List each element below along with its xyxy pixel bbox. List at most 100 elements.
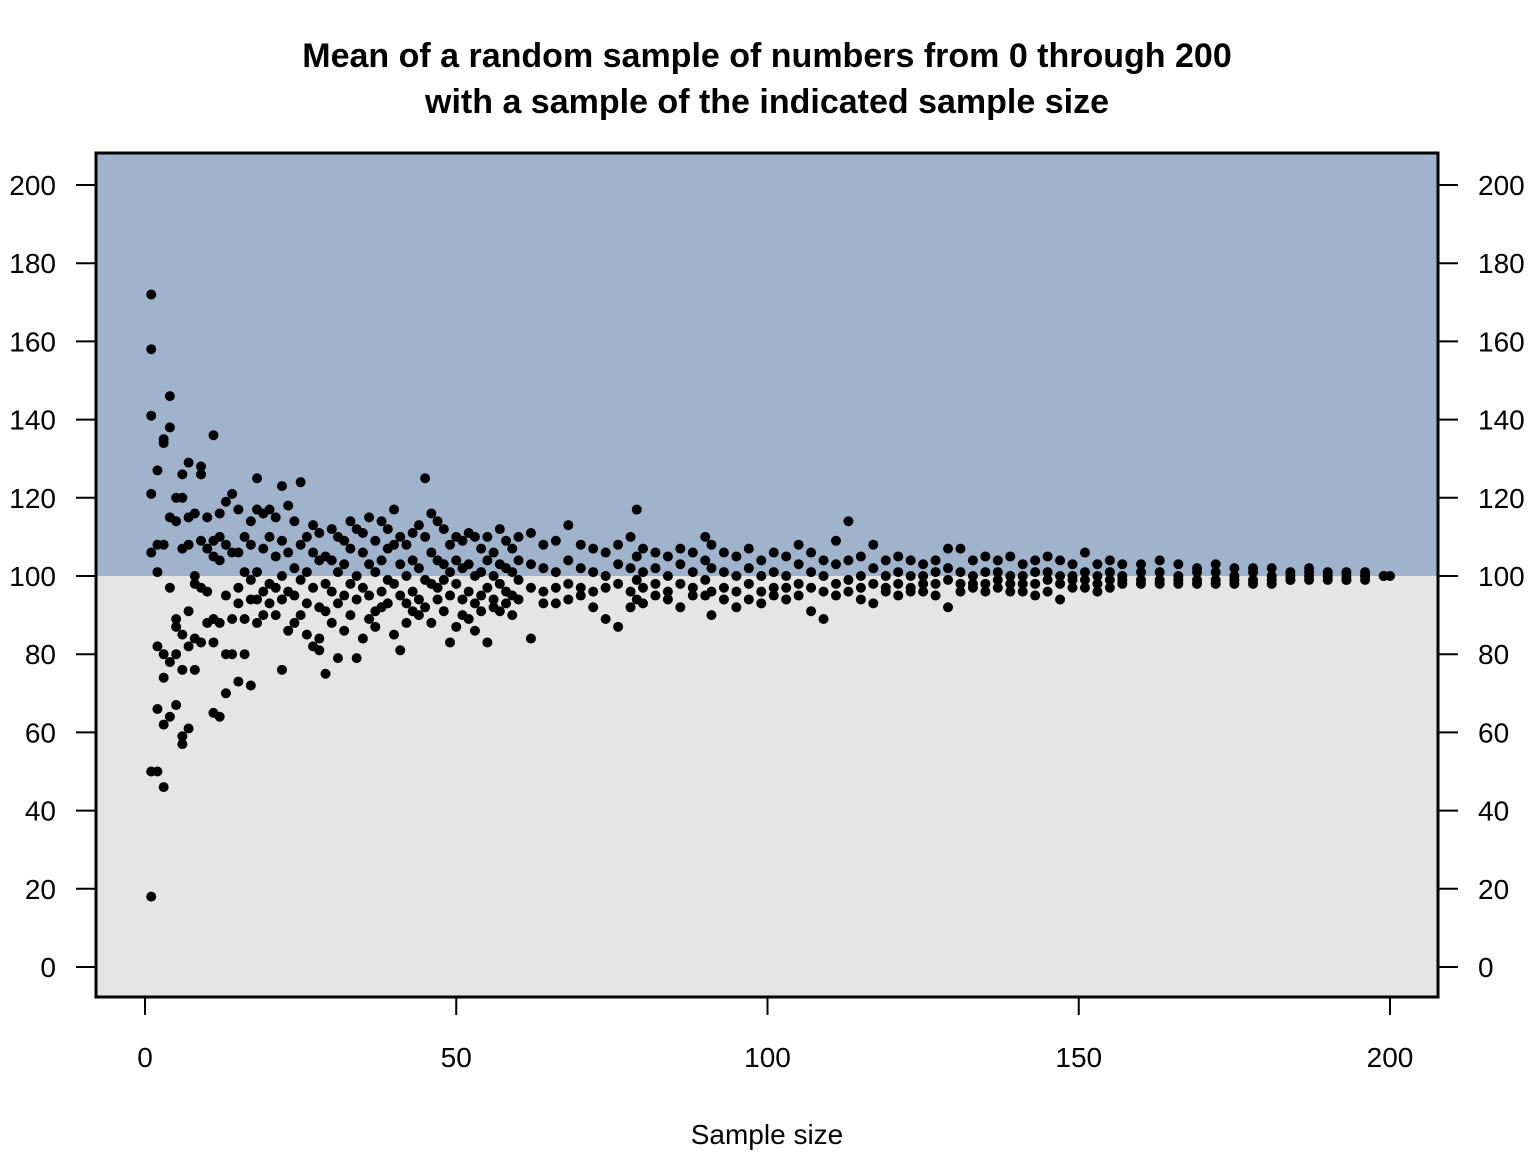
data-point [146,410,157,421]
data-point [631,504,642,515]
x-tick-label: 0 [137,1042,153,1073]
data-point [525,582,536,593]
data-point [258,610,269,621]
data-point [1341,574,1352,585]
y-tick-label-left: 140 [9,405,56,436]
data-point [376,516,387,527]
y-tick-label-right: 200 [1478,170,1525,201]
data-point [1210,567,1221,578]
data-point [276,571,287,581]
data-point [164,582,175,593]
data-point [245,680,256,691]
data-point [955,578,966,589]
data-point [276,594,287,605]
data-point [1030,578,1041,589]
data-point [345,516,356,527]
data-point [855,551,866,562]
data-point [943,563,954,574]
data-point [420,473,431,484]
data-point [252,567,263,578]
data-point [189,664,200,675]
data-point [538,598,549,609]
data-point [631,574,642,585]
data-point [227,614,238,625]
data-point [1266,563,1277,574]
data-point [332,567,343,578]
data-point [308,582,319,593]
data-point [177,731,188,742]
data-point [843,516,854,527]
data-point [332,598,343,609]
data-point [395,559,406,570]
data-point [638,582,648,593]
data-point [1385,571,1395,581]
data-point [289,617,300,628]
data-point [1173,578,1184,589]
data-point [214,555,225,566]
data-point [289,590,300,601]
data-point [164,422,175,433]
data-point [301,567,312,578]
y-tick-label-left: 0 [40,952,56,983]
data-point [345,543,356,554]
data-point [214,531,225,542]
data-point [1173,559,1184,570]
data-point [326,617,337,628]
data-point [731,602,742,613]
data-point [868,563,879,574]
data-point [1104,582,1115,593]
data-point [177,739,188,750]
data-point [158,649,169,660]
data-point [339,535,350,546]
data-point [351,594,362,605]
data-point [943,602,954,613]
data-point [513,531,524,542]
data-point [687,590,698,601]
data-point [613,578,624,589]
data-point [395,645,406,656]
data-point [146,289,157,300]
data-point [687,567,698,578]
chart-title-line2: with a sample of the indicated sample si… [424,83,1109,121]
data-point [930,555,941,566]
data-point [1030,590,1041,601]
y-tick-label-right: 0 [1478,952,1494,983]
data-point [662,551,673,562]
data-point [364,512,375,523]
data-point [146,344,157,355]
data-point [743,578,754,589]
axes: 0 50 100 150 200 0 20 40 60 80 100 120 140 160 180 200 0… [9,170,1524,1073]
data-point [1104,555,1115,566]
data-point [955,543,966,554]
data-point [326,555,337,566]
data-point [868,578,879,589]
data-point [1136,567,1146,578]
data-point [196,637,207,648]
y-tick-label-right: 20 [1478,874,1509,905]
data-point [445,590,456,601]
data-point [202,512,213,523]
data-point [382,524,393,535]
data-point [1067,559,1078,570]
data-point [258,586,269,597]
data-point [563,520,574,531]
data-point [445,567,456,578]
data-point [164,711,175,722]
chart-title-line1: Mean of a random sample of numbers from … [302,37,1232,75]
data-point [476,567,487,578]
data-point [731,586,742,597]
data-point [905,555,916,566]
data-point [918,571,929,581]
data-point [301,531,312,542]
data-point [494,578,505,589]
data-point [413,594,424,605]
data-point [1136,559,1146,570]
data-point [781,551,792,562]
data-point [718,594,729,605]
data-point [650,547,661,558]
data-point [855,594,866,605]
data-point [955,567,966,578]
data-point [164,391,175,402]
data-point [1055,594,1066,605]
data-point [245,539,256,550]
